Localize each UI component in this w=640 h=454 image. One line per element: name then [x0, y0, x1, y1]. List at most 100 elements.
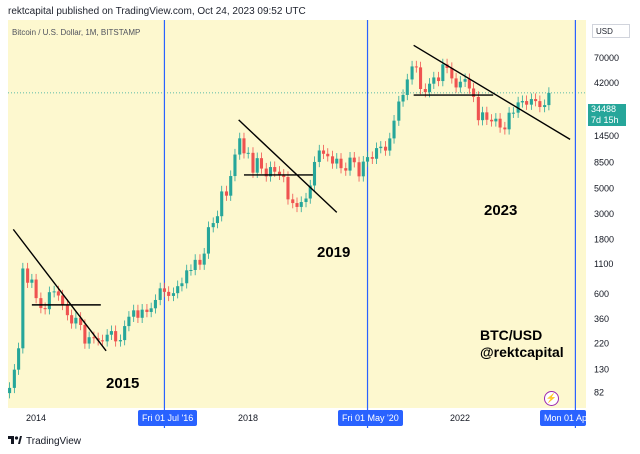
- candle-body: [140, 309, 144, 318]
- candle-body: [485, 112, 489, 120]
- symbol-legend: Bitcoin / U.S. Dollar, 1M, BITSTAMP: [12, 28, 141, 37]
- candle-body: [229, 176, 233, 196]
- candle-body: [397, 101, 401, 121]
- candle-body: [56, 291, 60, 296]
- candle-body: [193, 259, 197, 270]
- cycle-date-tag-3: Mon 01 Ap: [540, 410, 586, 426]
- candle-body: [39, 298, 43, 309]
- candle-body: [525, 101, 529, 105]
- candle-body: [251, 152, 255, 173]
- y-tick-label: 360: [594, 314, 609, 324]
- candle-body: [185, 270, 189, 284]
- y-tick-label: 14500: [594, 131, 619, 141]
- y-tick-label: 42000: [594, 78, 619, 88]
- candle-body: [419, 67, 423, 90]
- price-axis[interactable]: [586, 20, 640, 408]
- candle-body: [437, 77, 441, 82]
- candle-body: [330, 156, 335, 164]
- cycle-date-tag-1: Fri 01 Jul '16: [138, 410, 198, 426]
- candle-body: [43, 308, 47, 310]
- candle-body: [34, 279, 38, 299]
- candle-body: [70, 315, 74, 324]
- candle-body: [114, 331, 118, 342]
- candle-body: [105, 334, 109, 342]
- candle-body: [273, 167, 277, 172]
- candle-body: [153, 299, 157, 309]
- candle-body: [494, 118, 498, 122]
- candle-body: [282, 174, 286, 178]
- tradingview-brand: TradingView: [26, 436, 82, 447]
- last-price-value: 34488: [591, 104, 617, 114]
- candle-body: [423, 89, 427, 93]
- candle-body: [145, 309, 149, 312]
- y-tick-label: 82: [594, 388, 604, 398]
- candle-body: [538, 101, 542, 108]
- currency-selector[interactable]: USD: [592, 24, 630, 38]
- candle-body: [158, 288, 162, 300]
- y-tick-label: 1100: [594, 259, 613, 269]
- candle-body: [220, 191, 224, 217]
- candle-body: [534, 99, 538, 102]
- tradingview-footer: TradingView: [8, 436, 81, 447]
- candle-body: [308, 185, 312, 199]
- candle-body: [388, 138, 392, 151]
- candle-body: [206, 227, 210, 254]
- y-tick-label: 220: [594, 339, 609, 349]
- candle-body: [171, 293, 175, 296]
- candle-body: [392, 120, 396, 139]
- plot-area[interactable]: [8, 20, 586, 408]
- candle-body: [503, 127, 507, 130]
- candle-body: [211, 223, 215, 228]
- x-tick-2018: 2018: [238, 413, 259, 423]
- candle-body: [507, 112, 511, 130]
- candle-body: [87, 337, 91, 344]
- candle-body: [92, 337, 96, 339]
- candle-body: [21, 268, 25, 349]
- pair-label: BTC/USD: [480, 327, 543, 343]
- candle-body: [61, 295, 65, 305]
- candle-body: [132, 310, 136, 317]
- candle-body: [162, 288, 166, 292]
- candle-body: [246, 152, 250, 154]
- candle-body: [96, 338, 100, 341]
- candle-body: [100, 340, 104, 342]
- candle-body: [268, 167, 273, 177]
- candle-body: [47, 292, 51, 310]
- candle-body: [118, 340, 122, 342]
- candle-body: [326, 153, 330, 157]
- candle-body: [428, 83, 432, 93]
- candle-body: [463, 79, 467, 82]
- candle-body: [109, 331, 113, 335]
- candle-body: [384, 146, 388, 151]
- candle-body: [454, 78, 458, 88]
- candle-body: [304, 198, 308, 203]
- candle-body: [238, 138, 242, 155]
- candle-body: [374, 148, 379, 159]
- trend-line-3: [238, 119, 338, 213]
- candle-body: [472, 88, 476, 97]
- candle-body: [255, 158, 259, 173]
- candle-body: [401, 94, 405, 102]
- candle-body: [123, 326, 127, 341]
- candle-body: [286, 177, 290, 200]
- x-tick-2014: 2014: [26, 413, 47, 423]
- candle-body: [277, 171, 282, 175]
- candle-body: [149, 308, 153, 312]
- y-tick-label: 8500: [594, 157, 614, 167]
- y-tick-label: 130: [594, 365, 609, 375]
- candle-body: [8, 387, 12, 394]
- candle-body: [12, 369, 16, 388]
- candle-body: [490, 119, 494, 122]
- candle-body: [481, 112, 485, 121]
- candle-body: [339, 158, 343, 169]
- cycle-date-tag-2: Fri 01 May '20: [338, 410, 403, 426]
- candle-body: [321, 150, 326, 154]
- candle-body: [26, 268, 30, 283]
- candle-body: [52, 291, 56, 293]
- candle-body: [361, 161, 365, 177]
- lightning-icon[interactable]: ⚡: [544, 391, 559, 406]
- candle-body: [450, 67, 454, 79]
- candle-body: [543, 105, 547, 108]
- y-tick-label: 5000: [594, 184, 614, 194]
